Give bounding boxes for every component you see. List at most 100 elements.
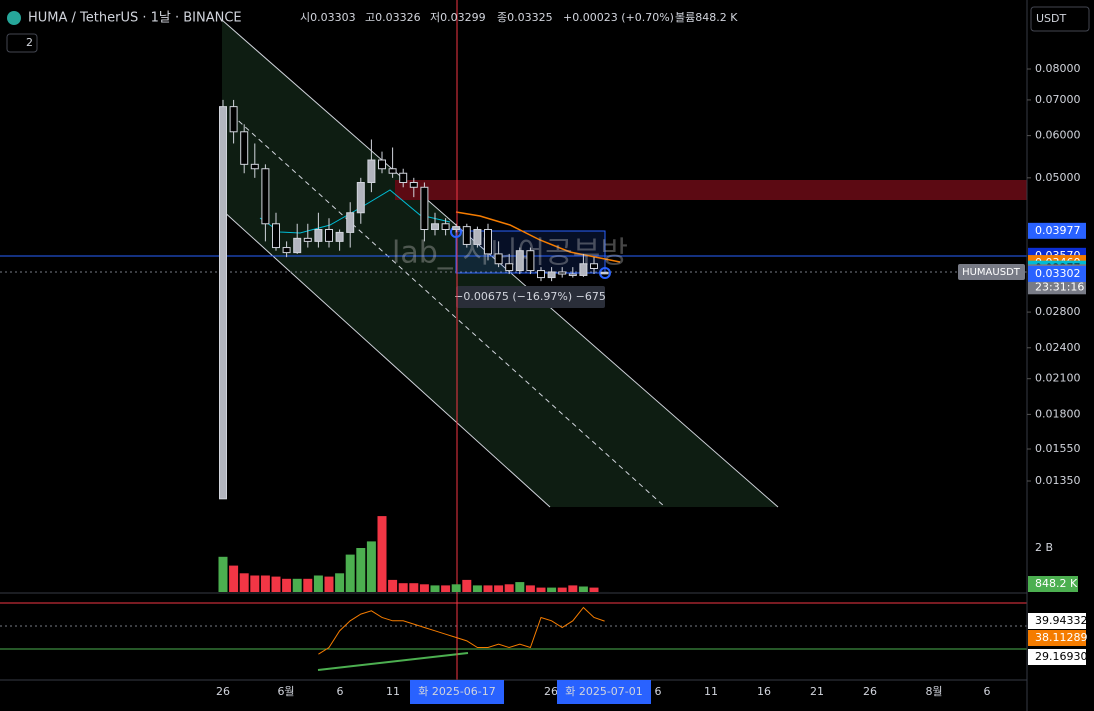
candle-body — [282, 247, 291, 254]
price-tick-label: 0.02100 — [1035, 372, 1081, 385]
candle-body — [346, 212, 355, 233]
ohlc-low: 저0.03299 — [430, 11, 486, 24]
time-label: 26 — [863, 685, 877, 698]
price-tick-label: 0.02800 — [1035, 305, 1081, 318]
candle-body — [219, 106, 227, 500]
candle-body — [314, 228, 323, 242]
volume-bar — [388, 579, 398, 592]
indicator-badge-label: 39.94332 — [1035, 614, 1088, 627]
volume-bar — [377, 516, 387, 592]
candle-body — [431, 223, 439, 230]
candle-body — [420, 186, 429, 230]
candle-body — [484, 228, 492, 255]
time-label: 6 — [337, 685, 344, 698]
volume-bar — [324, 576, 334, 592]
indicator-toggle[interactable] — [6, 33, 38, 53]
ohlc-close: 종0.03325 — [497, 11, 553, 24]
indicator-badge — [1028, 630, 1086, 646]
price-tick-label: 0.01800 — [1035, 407, 1081, 420]
time-label: 11 — [386, 685, 400, 698]
candle-body — [537, 270, 545, 279]
volume-bar — [218, 556, 228, 592]
indicator-badge — [1028, 613, 1086, 629]
candle-body — [367, 159, 376, 184]
indicator-badge-label: 29.16930 — [1035, 650, 1088, 663]
candle-body — [441, 223, 450, 230]
time-label: 6 — [984, 685, 991, 698]
candle-body — [590, 263, 598, 269]
volume-bar — [589, 587, 599, 592]
candle-body — [356, 182, 365, 214]
channel-bottom — [221, 209, 551, 508]
time-label: 26 — [216, 685, 230, 698]
indicator-line — [318, 606, 605, 655]
volume-bar — [515, 582, 525, 592]
price-tick-label: 0.07000 — [1035, 93, 1081, 106]
volume-tick-label: 2 B — [1035, 541, 1053, 554]
moving-average-2 — [259, 189, 451, 234]
volume-bar — [441, 585, 451, 592]
ohlc-change: +0.00023 (+0.70%) — [563, 11, 674, 24]
time-highlight — [410, 680, 504, 704]
candle-body — [293, 237, 302, 254]
candle-body — [261, 168, 270, 225]
currency-select[interactable] — [1030, 6, 1090, 32]
candle-body — [409, 182, 418, 188]
candle-body — [494, 253, 503, 265]
volume-bar — [451, 584, 461, 592]
price-tick-label: 0.06000 — [1035, 129, 1081, 142]
time-label: 26 — [544, 685, 558, 698]
measure-handle[interactable] — [599, 267, 611, 279]
time-label: 6 — [655, 685, 662, 698]
time-label: 8월 — [925, 685, 942, 698]
price-tick-label: 0.01550 — [1035, 442, 1081, 455]
candle-body — [515, 250, 524, 272]
ohlc-volume: 볼륨848.2 K — [675, 11, 738, 24]
time-label: 21 — [810, 685, 824, 698]
symbol-badge-bg — [958, 264, 1025, 280]
volume-bar — [568, 585, 578, 592]
candle-body — [547, 271, 556, 279]
volume-bar — [494, 585, 504, 592]
volume-bar — [271, 576, 281, 592]
candle-body — [568, 273, 577, 276]
volume-bar — [398, 583, 408, 592]
volume-bar — [536, 587, 546, 592]
indicator-toggle-count: 2 — [26, 36, 33, 49]
volume-bar — [557, 587, 567, 592]
volume-bar — [239, 573, 249, 592]
volume-bar — [345, 554, 355, 592]
volume-bar — [335, 573, 345, 592]
ohlc-open: 시0.03303 — [300, 11, 356, 24]
measure-tooltip — [456, 286, 605, 308]
price-badge — [1028, 222, 1086, 239]
candle-body — [526, 250, 535, 272]
candle-body — [335, 231, 344, 242]
countdown-bg — [1028, 280, 1086, 295]
price-tick-label: 0.02400 — [1035, 341, 1081, 354]
candle-body — [462, 226, 471, 245]
volume-bar — [472, 585, 482, 592]
volume-bar — [260, 575, 270, 592]
candle-body — [388, 168, 397, 174]
volume-bar — [483, 585, 493, 592]
volume-bar — [547, 587, 557, 592]
resistance-zone — [395, 180, 1027, 200]
currency-label: USDT — [1036, 12, 1067, 25]
countdown: 23:31:16 — [1035, 280, 1084, 293]
volume-bar — [292, 578, 302, 592]
price-tick-label: 0.05000 — [1035, 171, 1081, 184]
candle-body — [303, 237, 312, 242]
price-badge-label: 0.03977 — [1035, 224, 1081, 237]
symbol: HUMA / TetherUS · 1날 · BINANCE — [28, 11, 242, 26]
candle-body — [240, 131, 249, 165]
indicator-badge — [1028, 649, 1086, 665]
candle-body — [558, 271, 567, 275]
volume-bar — [578, 586, 588, 592]
channel-mid — [231, 114, 666, 508]
volume-badge-label: 848.2 K — [1035, 577, 1078, 590]
candle-body — [250, 163, 259, 170]
price-badge-label: 0.03302 — [1035, 267, 1081, 280]
time-label: 11 — [704, 685, 718, 698]
candle-body — [452, 226, 461, 230]
